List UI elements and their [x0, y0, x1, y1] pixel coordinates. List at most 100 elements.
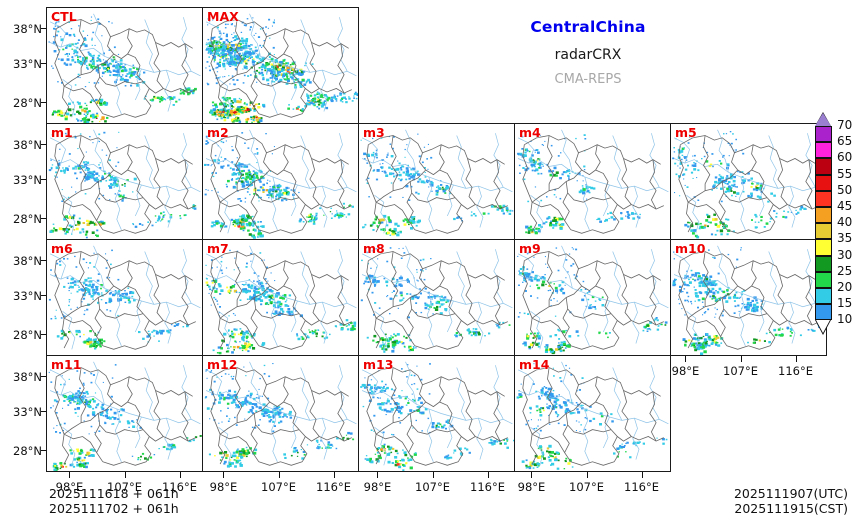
province-border-layer	[55, 368, 196, 466]
panel-label: m1	[51, 125, 73, 140]
x-axis-tick-label: 98°E	[501, 480, 561, 494]
colorbar-band	[815, 256, 832, 272]
colorbar-tick-label: 50	[837, 183, 860, 197]
panel-label: m7	[207, 241, 229, 256]
map-panel-m2[interactable]: m2	[202, 123, 359, 240]
x-axis-tick	[531, 472, 532, 478]
colorbar-band	[815, 304, 832, 320]
y-axis-tick-label: 38°N	[2, 370, 42, 384]
map-panel-ctl[interactable]: CTL	[46, 7, 203, 124]
x-axis-tick-label: 116°E	[612, 480, 672, 494]
province-border-layer	[367, 368, 508, 466]
x-axis-tick	[796, 356, 797, 362]
colorbar-tick-label: 20	[837, 280, 860, 294]
map-canvas	[203, 8, 358, 123]
footer-init-line-2: 2025111702 + 061h	[49, 502, 179, 517]
x-axis-tick	[334, 472, 335, 478]
panel-label: m8	[363, 241, 385, 256]
y-axis-tick-label: 33°N	[2, 57, 42, 71]
x-axis-tick-label: 116°E	[766, 364, 826, 378]
y-axis-tick-label: 28°N	[2, 328, 42, 342]
colorbar-tick-label: 40	[837, 215, 860, 229]
river-layer	[362, 130, 512, 234]
panel-label: m4	[519, 125, 541, 140]
x-axis-tick	[279, 472, 280, 478]
x-axis-tick	[587, 472, 588, 478]
radar-echo-layer	[205, 17, 358, 123]
colorbar-tick-label: 35	[837, 231, 860, 245]
map-panel-m4[interactable]: m4	[514, 123, 671, 240]
panel-label: m2	[207, 125, 229, 140]
colorbar-under-arrow	[816, 320, 830, 333]
map-panel-m13[interactable]: m13	[358, 355, 515, 472]
x-axis-tick	[433, 472, 434, 478]
colorbar-band	[815, 239, 832, 255]
map-panel-m10[interactable]: m10	[670, 239, 827, 356]
panel-grid: CTLMAX m1m2m3m4m5 m6m7m8m9m10 m11m12m13m…	[47, 8, 827, 472]
province-border-layer	[523, 136, 664, 234]
panel-label: CTL	[51, 9, 77, 24]
colorbar-tick-label: 70	[837, 118, 860, 132]
radar-echo-layer	[517, 134, 641, 234]
map-panel-m1[interactable]: m1	[46, 123, 203, 240]
y-axis-tick-label: 38°N	[2, 22, 42, 36]
map-panel-m11[interactable]: m11	[46, 355, 203, 472]
river-layer	[206, 362, 356, 466]
x-axis-tick	[223, 472, 224, 478]
x-axis-tick-label: 107°E	[403, 480, 463, 494]
colorbar-band	[815, 191, 832, 207]
map-panel-m3[interactable]: m3	[358, 123, 515, 240]
map-panel-m7[interactable]: m7	[202, 239, 359, 356]
map-panel-max[interactable]: MAX	[202, 7, 359, 124]
colorbar-over-arrow	[815, 113, 831, 126]
colorbar-tick-label: 10	[837, 312, 860, 326]
radar-echo-layer	[672, 247, 825, 355]
colorbar-tick-label: 45	[837, 199, 860, 213]
x-axis-tick-label: 98°E	[193, 480, 253, 494]
river-layer	[674, 130, 824, 234]
map-canvas	[203, 356, 358, 471]
province-border-layer	[679, 136, 820, 234]
colorbar-tick-label: 55	[837, 167, 860, 181]
map-panel-m14[interactable]: m14	[514, 355, 671, 472]
colorbar-tick-label: 60	[837, 150, 860, 164]
radar-echo-layer	[49, 17, 197, 124]
map-canvas	[47, 8, 202, 123]
panel-label: m14	[519, 357, 549, 372]
map-panel-m12[interactable]: m12	[202, 355, 359, 472]
y-axis-tick-label: 28°N	[2, 96, 42, 110]
panel-label: m3	[363, 125, 385, 140]
map-panel-m9[interactable]: m9	[514, 239, 671, 356]
radar-echo-layer	[361, 134, 514, 237]
map-panel-m6[interactable]: m6	[46, 239, 203, 356]
colorbar-band	[815, 158, 832, 174]
panel-row: m6 m7 m8 m9m10	[47, 240, 827, 356]
radar-echo-layer	[49, 250, 189, 350]
x-axis-tick	[741, 356, 742, 362]
radar-echo-layer	[205, 247, 356, 354]
map-panel-m5[interactable]: m5	[670, 123, 827, 240]
panel-label: m5	[675, 125, 697, 140]
province-border-layer	[367, 252, 508, 350]
x-axis-tick	[69, 472, 70, 478]
map-canvas	[515, 124, 670, 239]
radar-echo-layer	[205, 363, 354, 468]
map-canvas	[671, 124, 826, 239]
radar-echo-layer	[49, 364, 202, 471]
x-axis-tick-label: 107°E	[711, 364, 771, 378]
y-axis-tick-label: 38°N	[2, 254, 42, 268]
colorbar-tick-label: 65	[837, 134, 860, 148]
map-panel-m8[interactable]: m8	[358, 239, 515, 356]
map-canvas	[359, 124, 514, 239]
map-canvas	[47, 240, 202, 355]
x-axis-tick-label: 98°E	[655, 364, 715, 378]
y-axis-tick-label: 28°N	[2, 444, 42, 458]
map-canvas	[47, 124, 202, 239]
colorbar-tick-label: 30	[837, 248, 860, 262]
map-canvas	[203, 124, 358, 239]
y-axis-tick-label: 28°N	[2, 212, 42, 226]
map-canvas	[359, 356, 514, 471]
colorbar-band	[815, 223, 832, 239]
colorbar-band	[815, 142, 832, 158]
panel-row: CTL MAX	[47, 8, 827, 124]
